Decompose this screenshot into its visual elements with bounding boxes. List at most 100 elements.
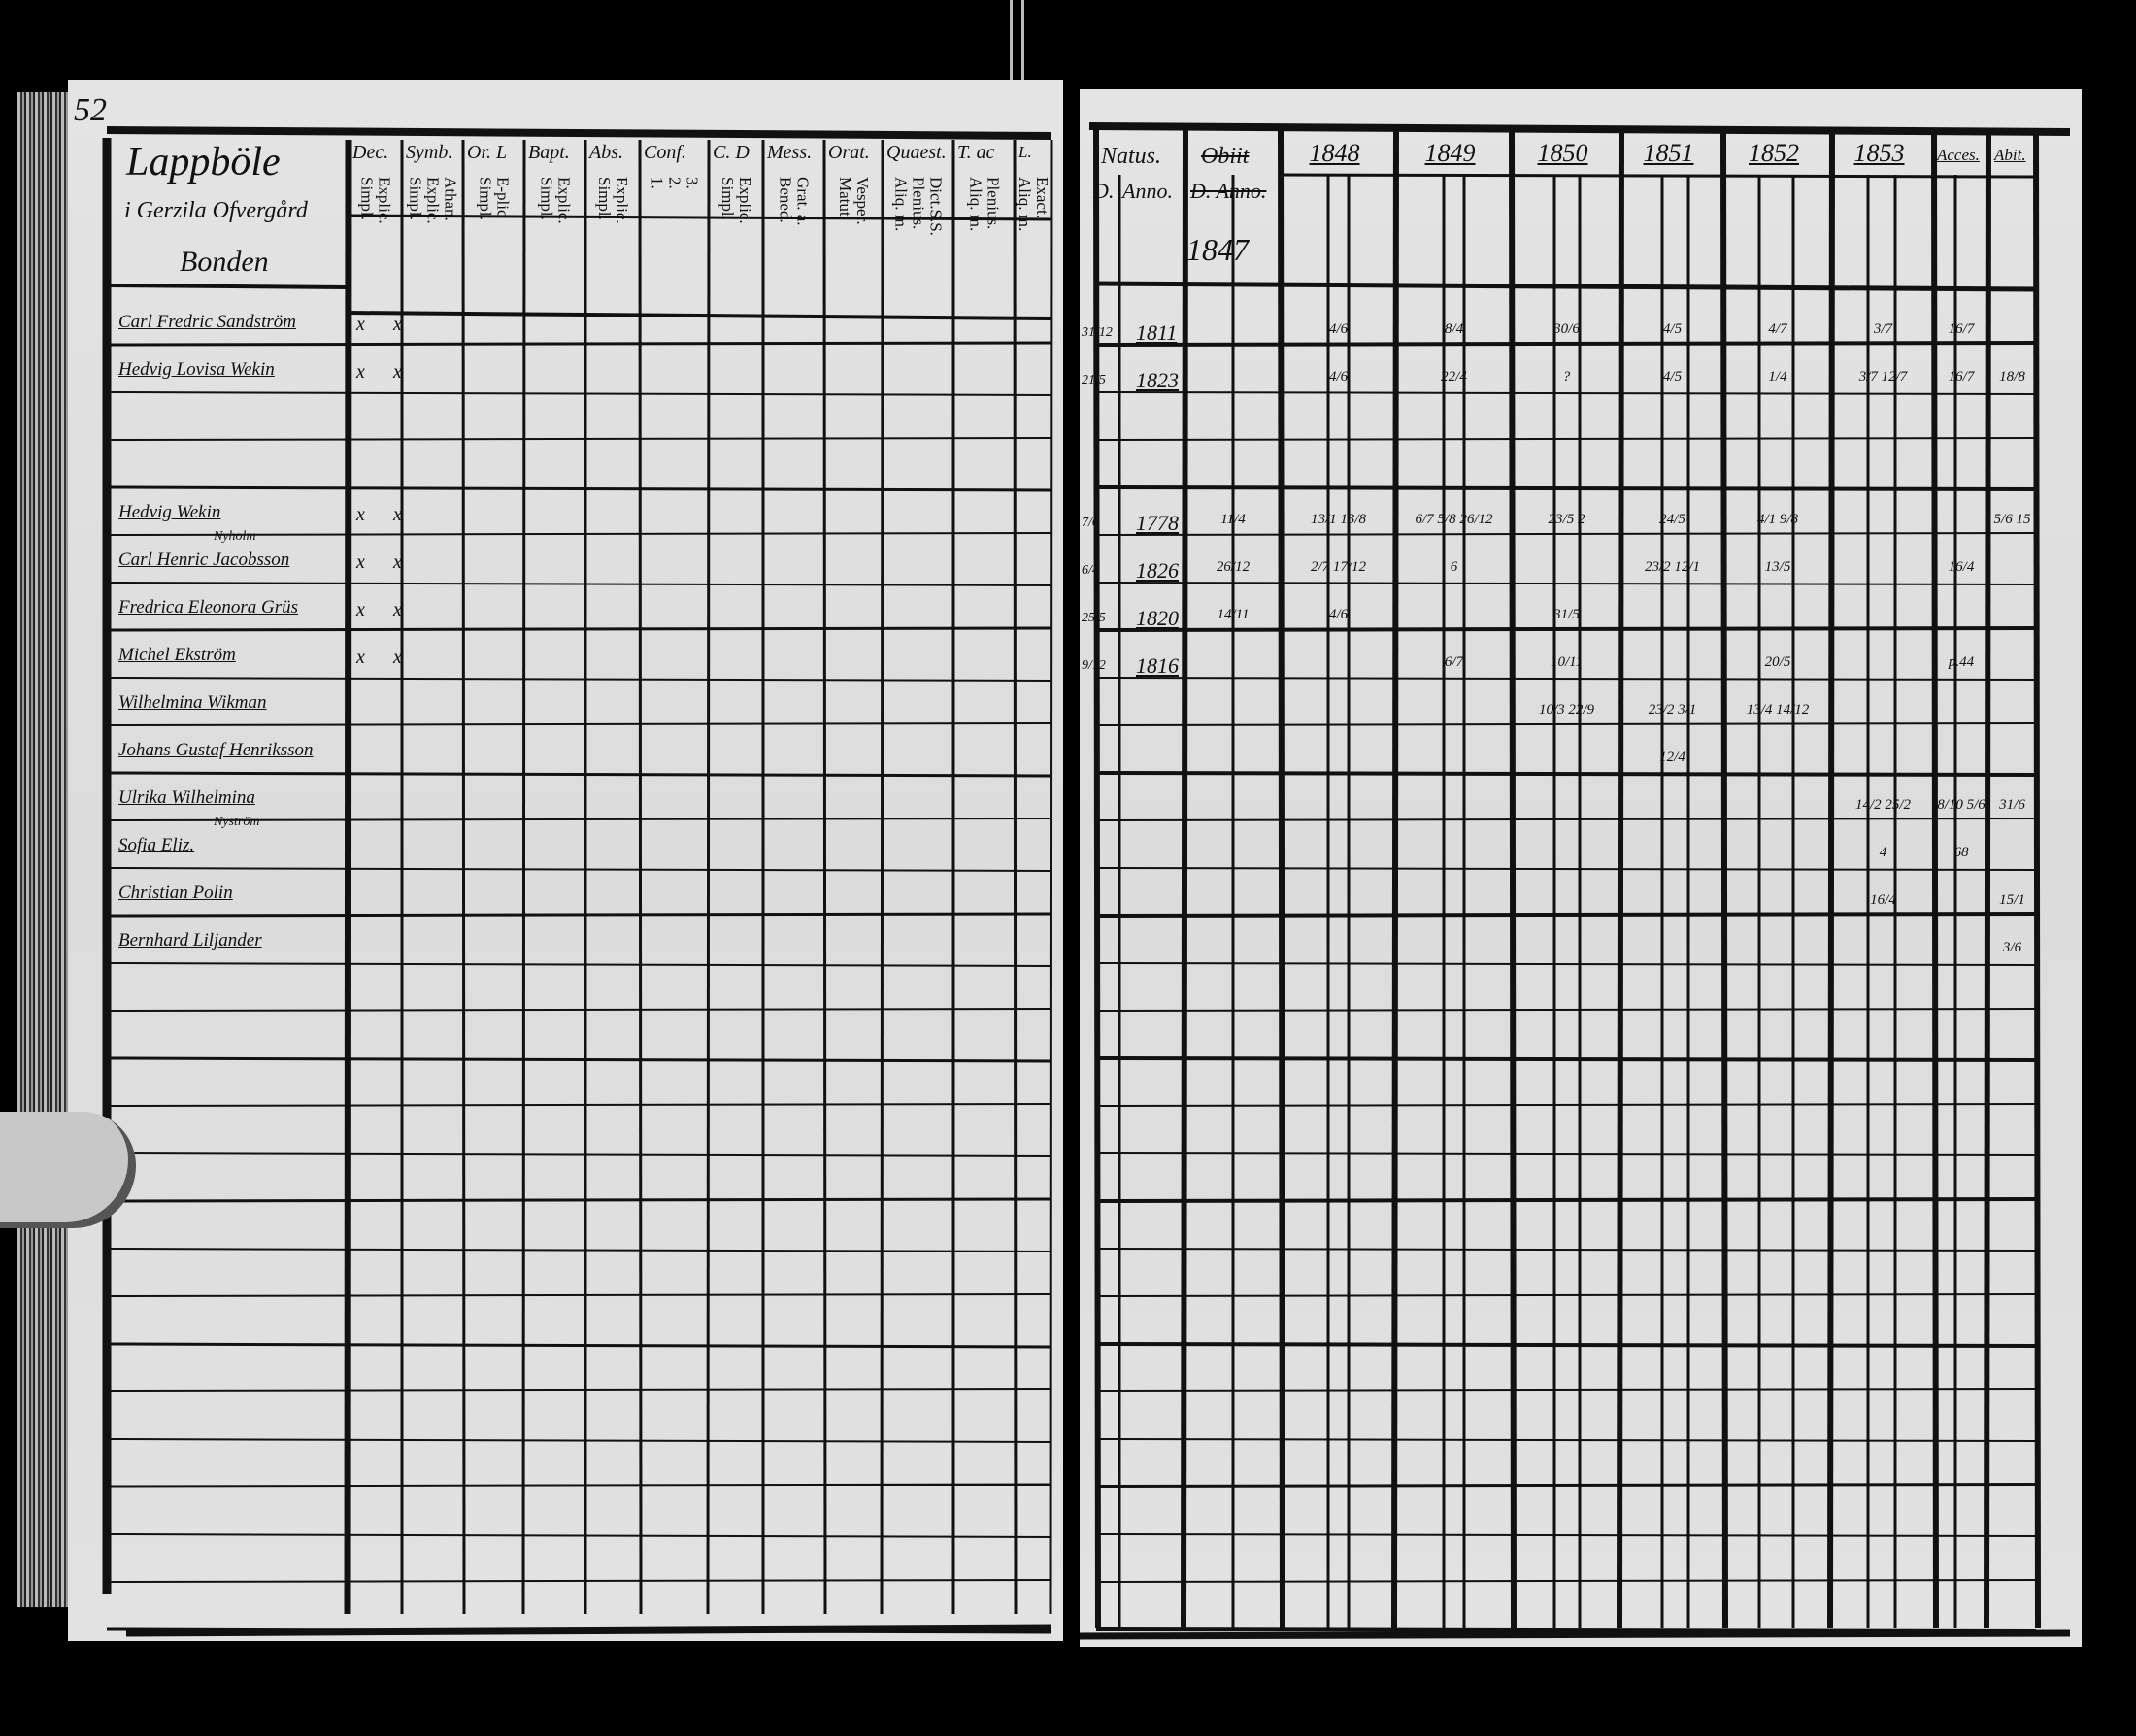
- row-rule: [1095, 867, 2037, 871]
- register-entry: 4/6: [1328, 607, 1349, 622]
- row-rule: [106, 771, 1052, 778]
- column-rule: [1278, 129, 1285, 1629]
- birth-year: 1811: [1136, 320, 1178, 345]
- year-column-header: 1853: [1853, 139, 1905, 167]
- row-rule: [1095, 1533, 2037, 1537]
- register-entry: 16/4: [1870, 892, 1896, 908]
- village-name: Lappböle: [126, 140, 281, 184]
- person-name: Sofia Eliz.: [118, 835, 195, 855]
- column-subheader: Explic.: [423, 177, 443, 224]
- column-subheader: Matut.: [836, 177, 854, 220]
- register-entry: 23/2 12/1: [1644, 559, 1701, 575]
- column-header: Dec.: [352, 142, 389, 163]
- row-rule: [106, 391, 1052, 396]
- row-rule: [106, 532, 1052, 536]
- birth-day: 21/5: [1082, 373, 1106, 387]
- register-entry: 16/7: [1948, 321, 1975, 337]
- row-rule: [1095, 1483, 2037, 1488]
- column-rule: [1827, 129, 1835, 1629]
- column-rule: [1931, 129, 1939, 1629]
- year-header-rule: [1280, 173, 2037, 179]
- household-head-label: Bonden: [180, 246, 269, 278]
- row-rule: [106, 912, 1052, 918]
- register-entry: 14/11: [1217, 607, 1250, 622]
- person-name: Carl Henric Jacobsson: [118, 550, 290, 570]
- column-subheaders: Vesper. Matut.: [826, 177, 881, 225]
- column-subheaders: Athan. Explic. Simpl.: [404, 177, 461, 224]
- register-entry: 22/4: [1441, 369, 1467, 384]
- spine-line: [1021, 0, 1024, 87]
- person-name: Michel Ekström: [118, 645, 236, 665]
- column-rule: [2033, 129, 2041, 1629]
- register-entry: 3/7: [1873, 321, 1893, 337]
- column-header: L.: [1018, 143, 1032, 161]
- column-subheaders: Explic. Simpl.: [711, 177, 761, 224]
- column-subheaders: Plenius. Aliq. m.: [955, 177, 1013, 231]
- year-column-header: 1849: [1424, 139, 1476, 167]
- column-subheader: Explic.: [375, 177, 394, 224]
- column-subheader: Simpl.: [357, 177, 377, 220]
- row-rule: [106, 1293, 1052, 1297]
- bottom-border: [1080, 1629, 2071, 1640]
- row-rule: [1095, 818, 2037, 821]
- column-subheader: Athan.: [441, 177, 460, 221]
- register-entry: 20/5: [1764, 654, 1791, 670]
- page-number: 52: [74, 92, 107, 128]
- column-subheader: Simpl.: [718, 177, 737, 220]
- right-page: Natus. D. Anno. Obiit D. Anno. 1847 1848…: [1080, 89, 2082, 1647]
- birth-day: 25/5: [1082, 611, 1106, 625]
- column-rule: [1984, 129, 1991, 1629]
- column-rule: [880, 139, 884, 1615]
- person-name: Johans Gustaf Henriksson: [118, 740, 314, 760]
- year-column-header: 1850: [1537, 139, 1588, 167]
- row-rule: [1095, 771, 2037, 777]
- row-rule: [1095, 1388, 2037, 1392]
- register-entry: 23/2 3/1: [1648, 702, 1697, 718]
- column-rule: [344, 139, 352, 1615]
- column-subheader: Simpl.: [406, 177, 425, 220]
- birth-day: 9/12: [1082, 658, 1106, 673]
- obiit-sub-header: D. Anno.: [1190, 179, 1267, 203]
- right-page-ruling: [1080, 122, 2071, 1640]
- column-header: C. D: [713, 142, 750, 163]
- register-entry: 23/5 2: [1548, 512, 1585, 527]
- column-rule: [706, 139, 711, 1615]
- column-header: Conf.: [644, 142, 686, 163]
- natus-header: Natus.: [1101, 144, 1162, 169]
- column-subheader: 3.: [683, 177, 702, 189]
- birth-day: 31/12: [1082, 325, 1113, 340]
- register-entry: 1/4: [1768, 369, 1787, 384]
- column-rule: [1617, 129, 1624, 1629]
- column-rule: [1093, 129, 1101, 1629]
- column-subheader: Aliq. m.: [966, 177, 985, 232]
- farm-name: i Gerzila Ofvergård: [124, 198, 308, 223]
- row-rule: [1095, 532, 2037, 536]
- birth-day: 6/4: [1082, 563, 1099, 578]
- column-rule: [461, 139, 466, 1615]
- row-rule: [106, 485, 1052, 492]
- person-note: Nyström: [214, 815, 260, 829]
- header-bottom-rule: [1095, 281, 2037, 292]
- column-header: Symb.: [406, 142, 453, 163]
- row-rule: [106, 1152, 1052, 1157]
- row-rule: [1095, 722, 2037, 726]
- person-name: Wilhelmina Wikman: [118, 692, 267, 713]
- row-rule: [1095, 1008, 2037, 1012]
- column-header: Quaest.: [886, 142, 947, 163]
- register-entry: 3/7 12/7: [1858, 369, 1908, 384]
- row-rule: [1095, 582, 2037, 585]
- row-rule: [106, 867, 1052, 872]
- column-subheaders: E-plic Simpl.: [465, 177, 522, 220]
- communion-mark: x: [356, 647, 365, 668]
- row-rule: [1095, 1056, 2037, 1062]
- page-edges: [17, 92, 68, 1607]
- row-rule: [1095, 341, 2037, 347]
- row-rule: [106, 341, 1052, 347]
- subheader-rule: [348, 214, 1052, 221]
- person-name: Fredrica Eleonora Grüs: [118, 597, 299, 618]
- column-rule: [1509, 129, 1517, 1629]
- column-subheaders: Explic. Simpl.: [526, 177, 584, 224]
- spine-line: [1010, 0, 1013, 87]
- column-subheader: Vesper.: [853, 177, 872, 225]
- register-entry: 13/1 13/8: [1310, 512, 1367, 527]
